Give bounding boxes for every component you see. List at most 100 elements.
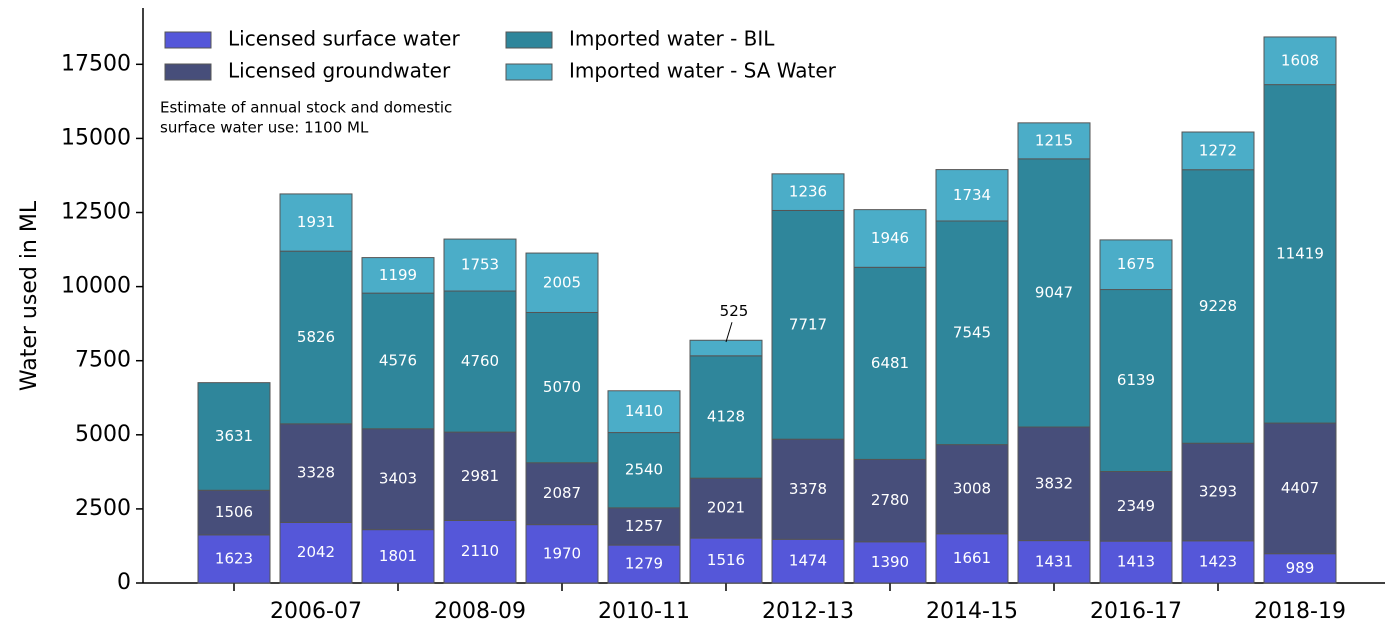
- y-tick-label: 5000: [75, 422, 131, 447]
- value-label: 2349: [1117, 497, 1155, 515]
- bar-segment: [1099, 289, 1173, 472]
- value-label: 1236: [789, 183, 827, 201]
- bar-segment: [853, 209, 927, 268]
- bar-segment: [771, 173, 845, 211]
- value-label: 3631: [215, 427, 253, 445]
- bar-segment: [1017, 540, 1091, 584]
- value-label: 6139: [1117, 371, 1155, 389]
- bar-segment: [279, 521, 353, 584]
- value-label: 1734: [953, 186, 991, 204]
- value-label: 1661: [953, 549, 991, 567]
- bar-segment: [935, 220, 1009, 446]
- y-axis-label: Water used in ML: [17, 200, 42, 391]
- bar-segment: [771, 438, 845, 540]
- bar-segment: [443, 431, 517, 521]
- bar-segment: [443, 290, 517, 433]
- value-label: 1946: [871, 229, 909, 247]
- value-label: 4407: [1281, 479, 1319, 497]
- bar-segment: [361, 292, 435, 430]
- value-label: 1506: [215, 503, 253, 521]
- legend-label: Imported water - SA Water: [569, 59, 837, 83]
- bar-segment: [1263, 553, 1337, 584]
- bar-segment: [853, 266, 927, 460]
- bar-segment: [689, 355, 763, 479]
- value-label: 11419: [1276, 244, 1324, 262]
- bar-segment: [525, 462, 599, 526]
- value-label: 1257: [625, 517, 663, 535]
- value-label: 3378: [789, 480, 827, 498]
- bar-segment: [1181, 540, 1255, 584]
- leader-line: [725, 322, 733, 343]
- bar-segment: [197, 489, 271, 536]
- bar-segment: [1099, 239, 1173, 291]
- bar-segment: [1263, 422, 1337, 555]
- bar-segment: [525, 524, 599, 584]
- bar-segment: [771, 209, 845, 440]
- value-label: 2042: [297, 543, 335, 561]
- legend-swatch: [164, 63, 212, 81]
- value-label: 3403: [379, 470, 417, 488]
- value-label: 1423: [1199, 552, 1237, 570]
- bar-segment: [197, 382, 271, 491]
- legend-swatch: [164, 31, 212, 49]
- value-label: 4128: [707, 407, 745, 425]
- value-label: 1474: [789, 552, 827, 570]
- value-label: 2005: [543, 273, 581, 291]
- bar-segment: [525, 311, 599, 464]
- value-label: 1279: [625, 555, 663, 573]
- bar-segment: [1017, 158, 1091, 428]
- y-tick-label: 10000: [61, 274, 131, 299]
- legend-label: Licensed surface water: [228, 27, 460, 51]
- bar-segment: [443, 519, 517, 584]
- y-tick-label: 0: [117, 570, 131, 595]
- value-label: 1431: [1035, 552, 1073, 570]
- value-label: 1675: [1117, 255, 1155, 273]
- x-tick-label: 2014-15: [926, 599, 1018, 624]
- bar-segment: [607, 390, 681, 434]
- bar-segment: [689, 537, 763, 584]
- value-label: 989: [1286, 559, 1315, 577]
- value-label: 525: [720, 302, 749, 320]
- value-label: 5826: [297, 328, 335, 346]
- value-label: 1931: [297, 213, 335, 231]
- bar-segment: [1181, 169, 1255, 444]
- x-tick-label: 2010-11: [598, 599, 690, 624]
- value-label: 1623: [215, 549, 253, 567]
- legend-swatch: [505, 31, 553, 49]
- x-tick-label: 2006-07: [270, 599, 362, 624]
- bar-segment: [1263, 36, 1337, 86]
- x-tick-label: 2008-09: [434, 599, 526, 624]
- legend-swatch: [505, 63, 553, 81]
- bar-segment: [771, 538, 845, 584]
- y-tick-label: 12500: [61, 200, 131, 225]
- x-tick-label: 2012-13: [762, 599, 854, 624]
- value-label: 3832: [1035, 474, 1073, 492]
- x-tick-label: 2016-17: [1090, 599, 1182, 624]
- x-tick-label: 2018-19: [1254, 599, 1346, 624]
- value-label: 2110: [461, 542, 499, 560]
- bar-segment: [853, 458, 927, 543]
- legend-label: Imported water - BIL: [569, 27, 775, 51]
- value-label: 1390: [871, 553, 909, 571]
- bar-segment: [1181, 131, 1255, 171]
- value-label: 3293: [1199, 483, 1237, 501]
- annotation: surface water use: 1100 ML: [160, 119, 369, 137]
- value-label: 2087: [543, 484, 581, 502]
- bar-segment: [525, 252, 599, 313]
- bar-segment: [443, 238, 517, 292]
- value-label: 7545: [953, 323, 991, 341]
- bar-segment: [1017, 426, 1091, 542]
- bar-segment: [1099, 540, 1173, 584]
- value-label: 1516: [707, 551, 745, 569]
- value-label: 1801: [379, 547, 417, 565]
- y-tick-label: 17500: [61, 51, 131, 76]
- y-tick-label: 7500: [75, 348, 131, 373]
- value-label: 9228: [1199, 297, 1237, 315]
- bar-segment: [1017, 122, 1091, 160]
- bar-segment: [689, 477, 763, 539]
- value-label: 1753: [461, 256, 499, 274]
- value-label: 2021: [707, 499, 745, 517]
- bar-segment: [607, 507, 681, 546]
